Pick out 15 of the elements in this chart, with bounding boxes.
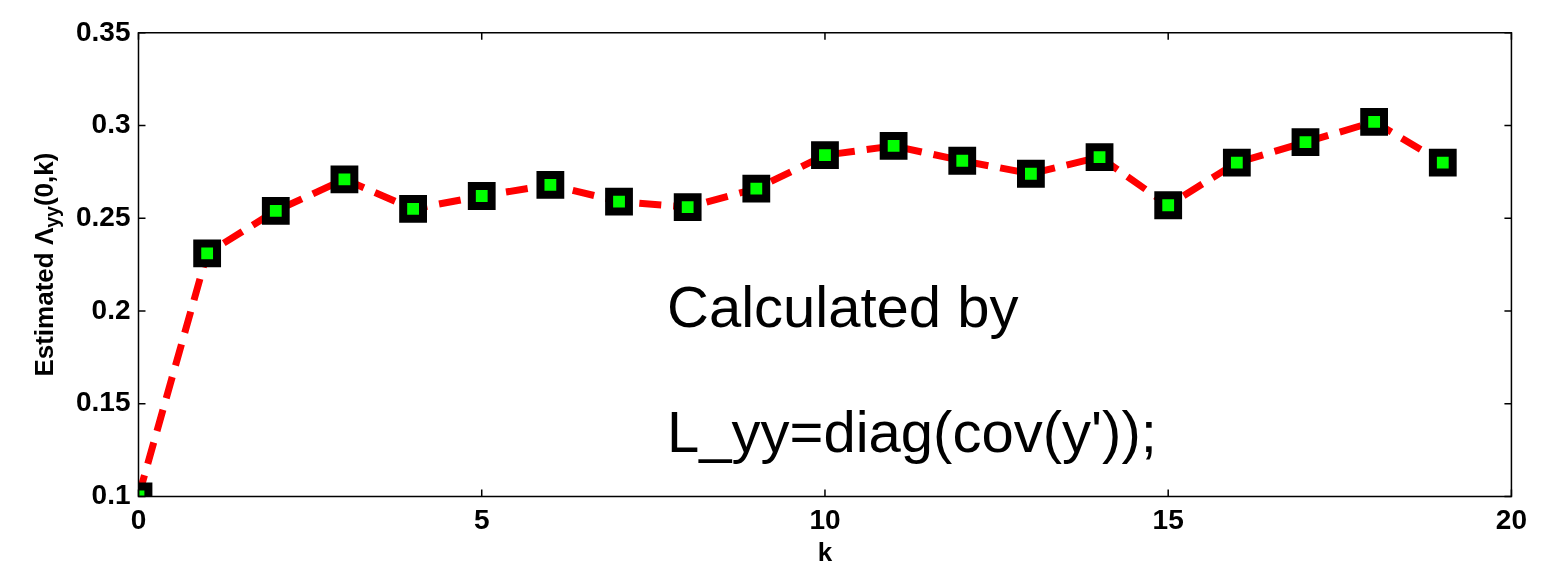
x-tick-label: 15 (1152, 503, 1184, 535)
y-tick-label: 0.35 (76, 15, 131, 47)
y-tick-label: 0.3 (91, 108, 131, 140)
x-axis-title: k (817, 537, 833, 568)
annotation: Calculated by (667, 273, 1019, 339)
y-tick-label: 0.25 (76, 200, 131, 232)
y-tick-label: 0.1 (91, 479, 131, 511)
annotation: L_yy=diag(cov(y')); (667, 399, 1157, 465)
x-tick-label: 5 (473, 503, 490, 535)
x-tick-label: 20 (1495, 503, 1528, 535)
y-axis-title: Estimated Λyy(0,k) (29, 152, 64, 377)
x-tick-label: 0 (130, 503, 147, 535)
x-tick-label: 10 (809, 503, 841, 535)
y-tick-label: 0.15 (76, 386, 131, 418)
y-tick-label: 0.2 (91, 293, 131, 325)
